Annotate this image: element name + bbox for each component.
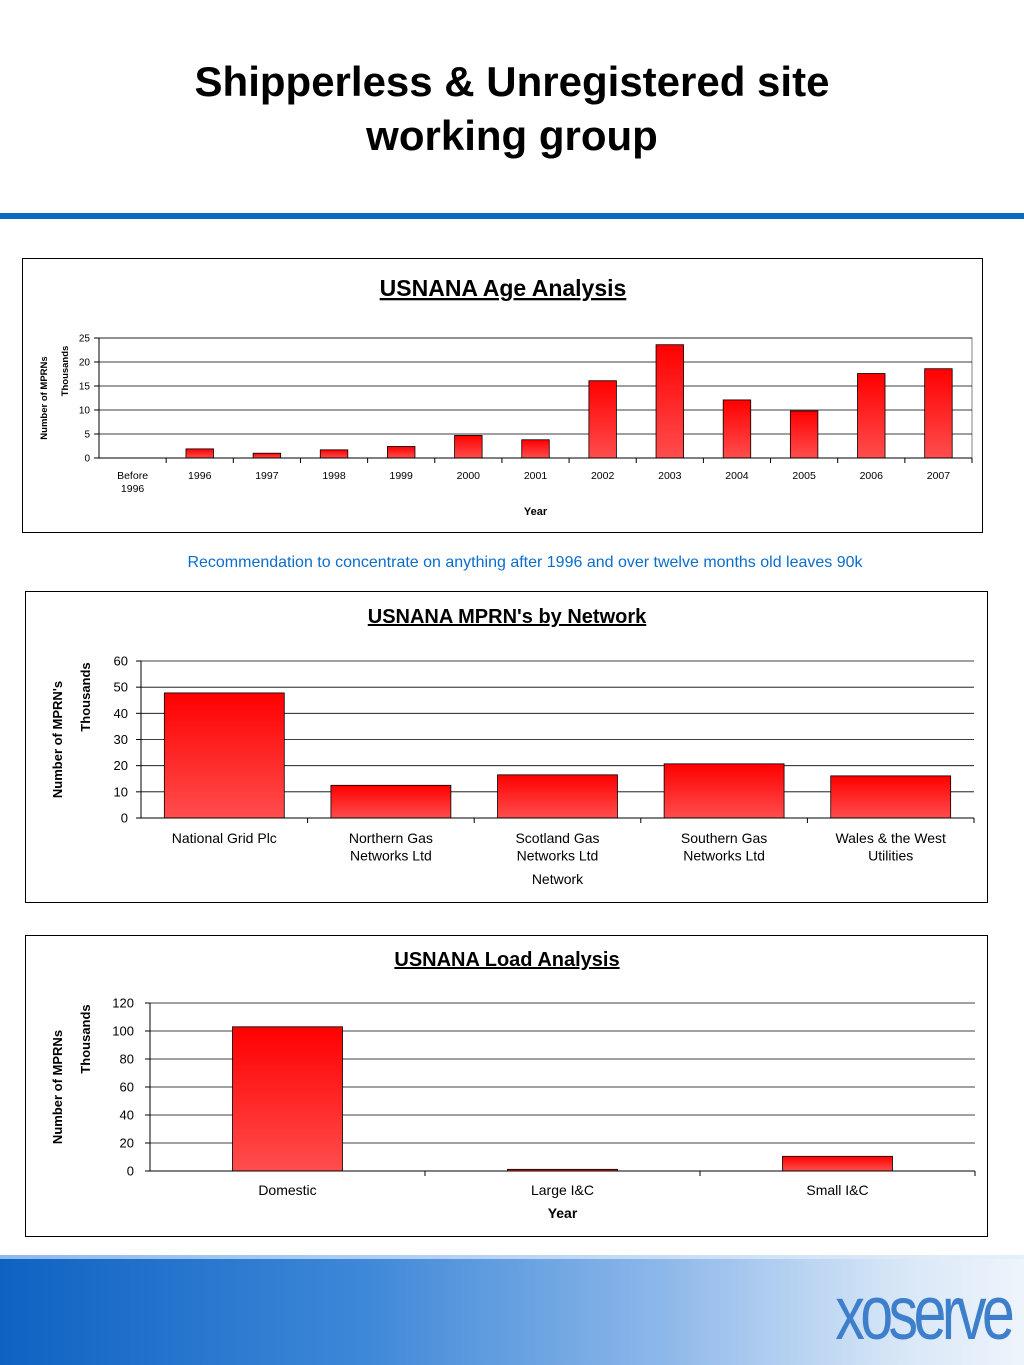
bar — [782, 1155, 893, 1172]
x-tick-label: 2005 — [792, 470, 816, 482]
x-axis-label: Network — [532, 871, 584, 887]
bar — [588, 380, 617, 459]
y-tick-label: 40 — [114, 706, 128, 721]
chart-title: USNANA Age Analysis — [380, 275, 627, 301]
y-tick-label: 50 — [114, 680, 128, 695]
y-axis-label: Number of MPRN's — [50, 681, 65, 798]
bar — [521, 439, 550, 459]
chart-title: USNANA Load Analysis — [394, 949, 619, 971]
bar — [722, 399, 752, 459]
xoserve-logo: xoserve — [835, 1271, 1015, 1356]
x-tick-label: 1998 — [322, 470, 346, 482]
y-tick-label: 20 — [79, 358, 91, 369]
y-tick-label: 10 — [79, 406, 91, 417]
y-axis-unit: Thousands — [78, 662, 93, 731]
bar — [232, 1026, 343, 1172]
x-tick-label: 2000 — [457, 470, 481, 482]
load-analysis-chart: USNANA Load Analysis 0 20 40 60 80 100 120 Domes… — [50, 949, 976, 1221]
footer-gradient-band — [0, 1255, 1024, 1365]
bar — [830, 775, 952, 819]
y-tick-label: 80 — [120, 1052, 134, 1067]
x-tick-label: 2002 — [591, 470, 615, 482]
bar — [924, 368, 953, 459]
bar — [330, 784, 452, 819]
x-tick-label: Small I&C — [806, 1182, 868, 1198]
x-tick-label: 1999 — [390, 470, 414, 482]
x-axis-label: Year — [524, 506, 548, 518]
y-tick-label: 100 — [112, 1024, 134, 1039]
page-title-line1: Shipperless & Unregistered site — [194, 58, 830, 105]
x-tick-label: 1997 — [255, 470, 279, 482]
bar — [857, 373, 886, 459]
network-chart: USNANA MPRN's by Network 0 10 20 30 40 50 60 Nat… — [50, 606, 975, 887]
load-analysis-chart-frame: USNANA Load Analysis 0 20 40 60 80 100 120 Domes… — [25, 935, 988, 1237]
bar — [252, 452, 282, 459]
x-tick-label: 2003 — [658, 470, 682, 482]
y-tick-label: 30 — [114, 732, 128, 747]
age-analysis-chart: USNANA Age Analysis 0 5 10 15 20 25 Before 1996 1… — [39, 275, 973, 518]
x-tick-label: 2001 — [524, 470, 548, 482]
y-tick-label: 25 — [79, 334, 91, 345]
x-tick-label: Large I&C — [531, 1182, 594, 1198]
y-tick-label: 5 — [84, 430, 90, 441]
page-title: Shipperless & Unregistered site working … — [0, 55, 1024, 163]
y-tick-label: 120 — [112, 996, 134, 1011]
x-tick-label: Northern Gas Networks Ltd — [349, 830, 433, 864]
bar — [185, 448, 214, 459]
bar — [497, 774, 618, 819]
bar — [163, 692, 285, 819]
y-tick-label: 20 — [114, 758, 128, 773]
x-axis-label: Year — [548, 1205, 578, 1221]
x-tick-label: Southern Gas Networks Ltd — [681, 830, 767, 864]
bar — [387, 446, 416, 459]
bar — [454, 435, 483, 459]
y-tick-label: 60 — [120, 1080, 134, 1095]
bar — [789, 410, 819, 459]
x-tick-label: 2007 — [927, 470, 951, 482]
x-tick-label: Domestic — [258, 1182, 316, 1198]
page-title-line2: working group — [366, 112, 658, 159]
y-tick-label: 15 — [79, 382, 91, 393]
y-tick-label: 40 — [120, 1108, 134, 1123]
age-analysis-chart-frame: USNANA Age Analysis 0 5 10 15 20 25 Before 1996 1… — [22, 258, 983, 533]
x-tick-label: 1996 — [188, 470, 212, 482]
x-tick-label: 2006 — [860, 470, 884, 482]
y-tick-label: 0 — [127, 1164, 134, 1179]
bar — [663, 763, 785, 819]
y-axis-unit: Thousands — [60, 346, 71, 397]
y-tick-label: 0 — [84, 454, 90, 465]
y-tick-label: 20 — [120, 1136, 134, 1151]
x-tick-label: Wales & the West Utilities — [835, 830, 946, 864]
y-axis-label: Number of MPRNs — [39, 356, 50, 439]
bar — [319, 449, 349, 459]
x-tick-label: Scotland Gas Networks Ltd — [515, 830, 599, 864]
x-tick-label: Before 1996 — [117, 470, 148, 495]
chart-title: USNANA MPRN's by Network — [368, 606, 647, 628]
header-divider — [0, 213, 1024, 219]
y-tick-label: 10 — [114, 784, 128, 799]
x-tick-label: 2004 — [725, 470, 749, 482]
y-axis-label: Number of MPRNs — [50, 1030, 65, 1144]
x-tick-label: National Grid Plc — [172, 830, 277, 846]
network-chart-frame: USNANA MPRN's by Network 0 10 20 30 40 50 60 Nat… — [25, 591, 988, 903]
y-tick-label: 60 — [114, 654, 128, 669]
y-axis-unit: Thousands — [78, 1004, 93, 1073]
y-tick-label: 0 — [121, 811, 128, 826]
recommendation-note: Recommendation to concentrate on anythin… — [187, 554, 863, 571]
bar — [655, 344, 684, 459]
